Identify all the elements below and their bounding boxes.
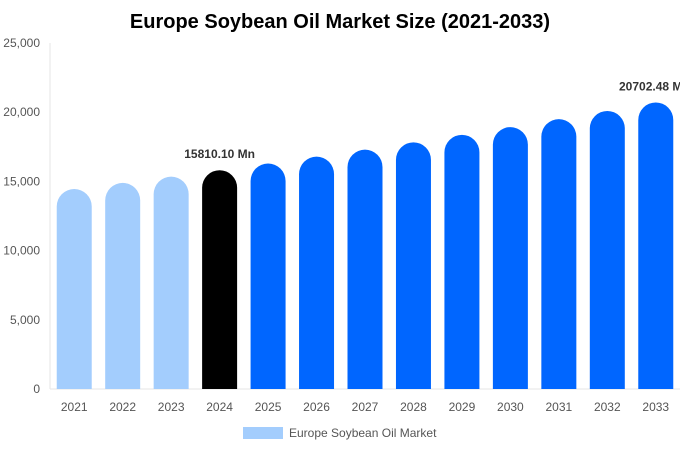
legend[interactable]: Europe Soybean Oil Market: [243, 426, 437, 440]
y-tick-label: 20,000: [3, 105, 40, 119]
y-tick-label: 0: [33, 382, 40, 396]
x-tick-label: 2030: [497, 400, 524, 414]
bar-2028[interactable]: [395, 142, 431, 389]
bar-2031[interactable]: [541, 119, 577, 389]
x-tick-label: 2022: [109, 400, 136, 414]
bar-2027[interactable]: [347, 149, 383, 389]
legend-label: Europe Soybean Oil Market: [289, 426, 437, 440]
x-tick-label: 2033: [642, 400, 669, 414]
y-tick-label: 5,000: [10, 313, 40, 327]
x-tick-label: 2024: [206, 400, 233, 414]
x-tick-label: 2026: [303, 400, 330, 414]
x-tick-label: 2023: [158, 400, 185, 414]
x-tick-label: 2029: [449, 400, 476, 414]
x-tick-label: 2031: [545, 400, 572, 414]
bar-2026[interactable]: [299, 156, 335, 389]
legend-swatch: [243, 427, 283, 439]
chart-title: Europe Soybean Oil Market Size (2021-203…: [130, 11, 550, 33]
bar-2033[interactable]: [638, 102, 674, 390]
bar-2024[interactable]: [202, 170, 238, 389]
bar-2030[interactable]: [492, 127, 528, 389]
x-tick-label: 2025: [255, 400, 282, 414]
bar-2032[interactable]: [589, 110, 625, 390]
bar-2025[interactable]: [250, 163, 286, 389]
y-tick-label: 25,000: [3, 36, 40, 50]
bar-2023[interactable]: [153, 176, 189, 389]
data-label: 15810.10 Mn: [184, 147, 255, 161]
bar-2022[interactable]: [105, 182, 141, 389]
y-tick-label: 10,000: [3, 244, 40, 258]
data-label: 20702.48 Mn: [619, 79, 680, 93]
bar-2021[interactable]: [56, 188, 92, 389]
bar-2029[interactable]: [444, 134, 480, 389]
x-tick-label: 2032: [594, 400, 621, 414]
x-tick-label: 2028: [400, 400, 427, 414]
x-tick-label: 2027: [352, 400, 379, 414]
y-tick-label: 15,000: [3, 174, 40, 188]
x-tick-label: 2021: [61, 400, 88, 414]
